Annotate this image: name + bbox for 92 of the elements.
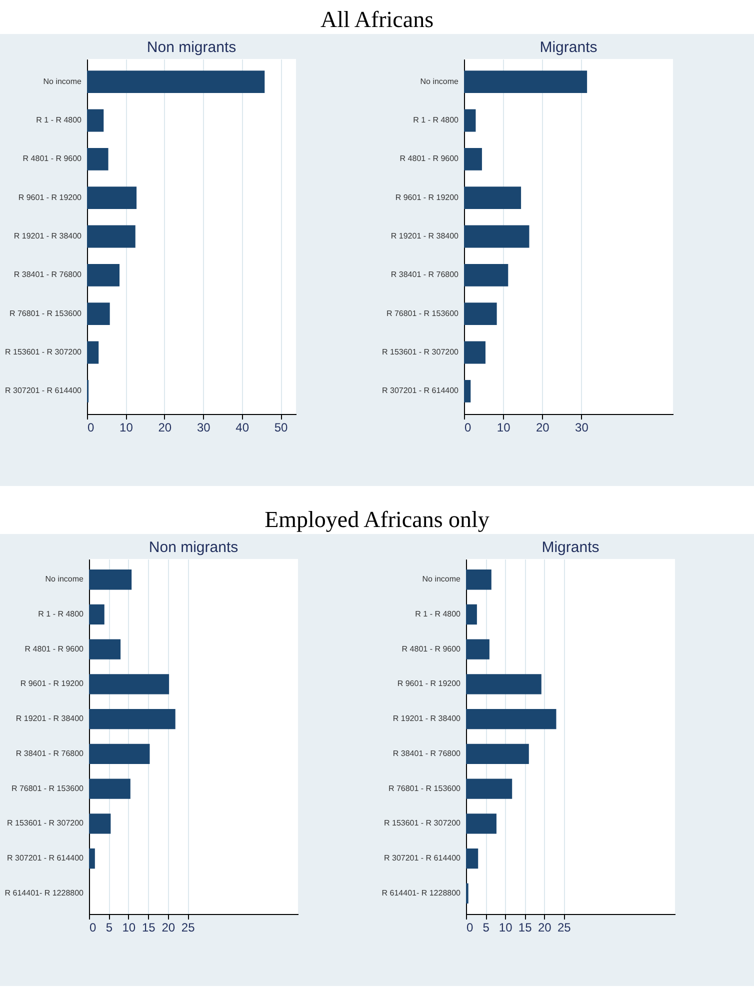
x-tick-label: 25 [181, 920, 196, 934]
y-tick-label: R 76801 - R 153600 [386, 308, 460, 318]
x-tick-label: 30 [575, 420, 589, 434]
bar [466, 848, 478, 869]
y-tick-label: R 76801 - R 153600 [9, 308, 82, 318]
y-tick-label: R 4801 - R 9600 [22, 154, 82, 164]
y-tick-label: R 9601 - R 19200 [18, 192, 82, 202]
y-tick-label: R 1 - R 4800 [415, 609, 462, 618]
x-tick-label: 0 [464, 420, 472, 434]
bar [466, 778, 512, 799]
y-tick-label: R 153601 - R 307200 [382, 348, 460, 357]
y-tick-label: R 9601 - R 19200 [20, 679, 84, 688]
x-tick-label: 0 [88, 420, 94, 434]
bar [466, 569, 492, 590]
x-tick-label: 20 [538, 920, 552, 934]
bar [87, 302, 110, 326]
x-tick-label: 15 [142, 920, 156, 934]
bar [466, 708, 556, 730]
x-tick-label: 0 [90, 920, 96, 934]
y-tick-label: R 153601 - R 307200 [5, 348, 82, 357]
bar [89, 848, 95, 869]
bar [89, 778, 130, 799]
bar [466, 814, 496, 834]
chart-title: Non migrants [148, 539, 238, 556]
bar [466, 604, 477, 625]
y-tick-label: R 19201 - R 38400 [14, 232, 82, 240]
x-tick-label: 50 [274, 420, 288, 434]
y-tick-label: R 1 - R 4800 [38, 609, 84, 618]
y-tick-label: No income [43, 76, 82, 86]
bar [87, 264, 120, 286]
y-tick-label: No income [422, 574, 462, 584]
y-tick-label: R 38401 - R 76800 [392, 748, 462, 758]
y-tick-label: R 153601 - R 307200 [7, 818, 84, 828]
chart-title: Migrants [540, 39, 598, 56]
x-tick-label: 30 [196, 420, 211, 434]
y-tick-label: R 76801 - R 153600 [388, 784, 462, 793]
bar [466, 744, 529, 764]
bar [89, 744, 150, 764]
y-tick-label: R 76801 - R 153600 [11, 784, 84, 793]
x-tick-label: 20 [162, 920, 176, 934]
x-tick-label: 5 [482, 920, 490, 934]
bar [89, 674, 170, 694]
y-tick-label: R 1 - R 4800 [413, 115, 460, 124]
bar [87, 186, 137, 210]
x-tick-label: 25 [557, 920, 572, 934]
x-tick-label: 15 [518, 920, 532, 934]
y-tick-label: R 307201 - R 614400 [382, 386, 460, 396]
y-tick-label: R 9601 - R 19200 [395, 192, 460, 202]
y-tick-label: R 19201 - R 38400 [16, 714, 84, 724]
bar [87, 341, 99, 364]
bar [89, 569, 132, 590]
y-tick-label: R 614401- R 1228800 [4, 888, 84, 898]
y-tick-label: R 307201 - R 614400 [5, 386, 82, 396]
y-tick-label: R 38401 - R 76800 [16, 748, 84, 758]
chart-title: Non migrants [146, 39, 236, 56]
y-tick-label: R 38401 - R 76800 [14, 270, 82, 280]
y-tick-label: R 19201 - R 38400 [390, 232, 460, 240]
bar [89, 708, 176, 730]
chart-title: Migrants [542, 539, 600, 556]
x-tick-label: 0 [466, 920, 474, 934]
bar [87, 225, 136, 248]
y-tick-label: No income [420, 76, 460, 86]
bar [466, 639, 490, 660]
x-tick-label: 5 [106, 920, 113, 934]
y-tick-label: R 9601 - R 19200 [397, 679, 462, 688]
bar [87, 109, 104, 132]
x-tick-label: 10 [120, 420, 134, 434]
bar [87, 148, 108, 170]
bar [87, 70, 265, 94]
bar [89, 604, 104, 625]
y-tick-label: R 153601 - R 307200 [384, 818, 462, 828]
y-tick-label: R 307201 - R 614400 [7, 854, 84, 863]
y-tick-label: R 1 - R 4800 [36, 115, 82, 124]
y-tick-label: R 4801 - R 9600 [400, 154, 460, 164]
x-tick-label: 10 [122, 920, 136, 934]
y-tick-label: R 19201 - R 38400 [392, 714, 462, 724]
text: All Africans [319, 6, 435, 34]
bar [89, 639, 121, 660]
y-tick-label: R 307201 - R 614400 [384, 854, 462, 863]
y-tick-label: R 614401- R 1228800 [382, 888, 462, 898]
x-tick-label: 20 [158, 420, 172, 434]
y-tick-label: No income [45, 574, 84, 584]
y-tick-label: R 38401 - R 76800 [390, 270, 460, 280]
x-tick-label: 10 [498, 920, 513, 934]
bar [89, 814, 111, 834]
x-tick-label: 10 [496, 420, 511, 434]
text: Employed Africans only [264, 506, 490, 534]
x-tick-label: 40 [236, 420, 250, 434]
bar [466, 674, 542, 694]
y-tick-label: R 4801 - R 9600 [24, 644, 84, 654]
y-tick-label: R 4801 - R 9600 [402, 644, 462, 654]
x-tick-label: 20 [536, 420, 550, 434]
